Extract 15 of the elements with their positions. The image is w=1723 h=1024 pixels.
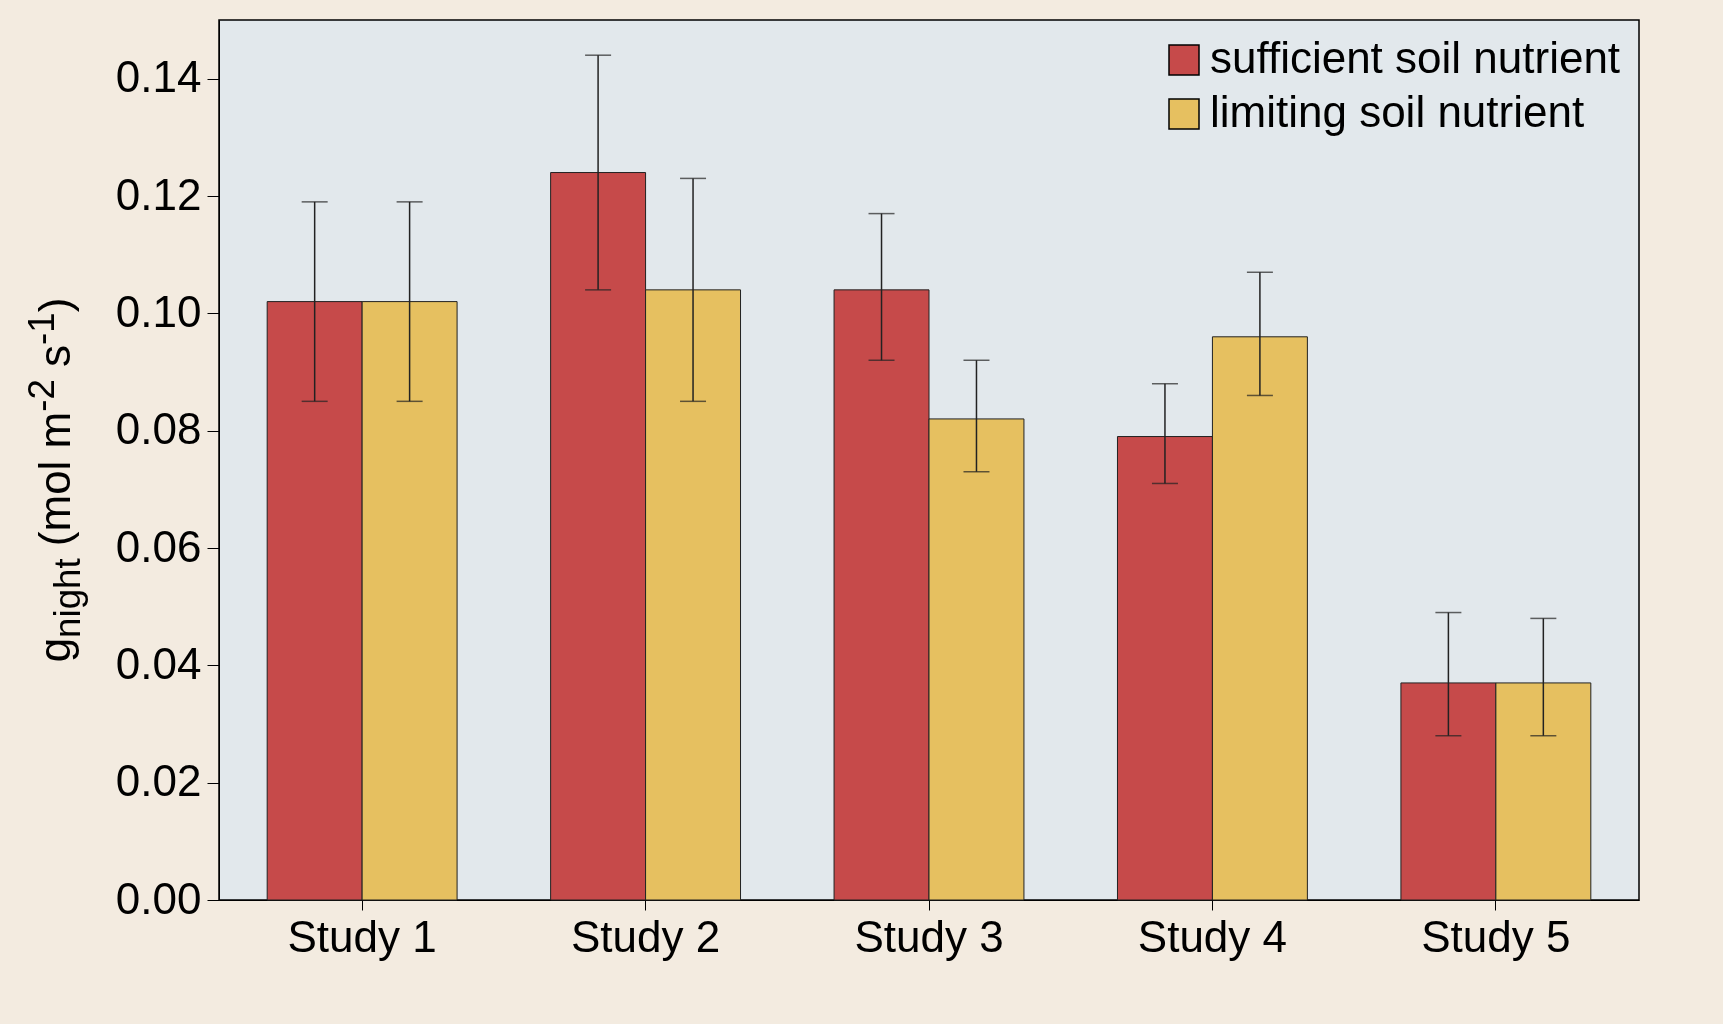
y-tick-label: 0.02 xyxy=(115,756,202,806)
legend-label: limiting soil nutrient xyxy=(1210,87,1585,136)
y-tick-label: 0.12 xyxy=(115,169,202,219)
x-tick-label: Study 4 xyxy=(1137,911,1288,961)
y-tick-label: 0.00 xyxy=(115,873,202,923)
y-tick-label: 0.10 xyxy=(115,286,202,336)
y-tick-label: 0.14 xyxy=(115,52,202,102)
y-tick-label: 0.06 xyxy=(115,521,202,571)
x-tick-label: Study 2 xyxy=(570,911,721,961)
x-tick-label: Study 5 xyxy=(1421,911,1571,961)
y-tick-label: 0.04 xyxy=(115,638,202,688)
x-tick-label: Study 3 xyxy=(854,911,1004,961)
legend-label: sufficient soil nutrient xyxy=(1210,33,1621,82)
x-tick-label: Study 1 xyxy=(287,911,437,961)
y-tick-label: 0.08 xyxy=(115,404,202,454)
